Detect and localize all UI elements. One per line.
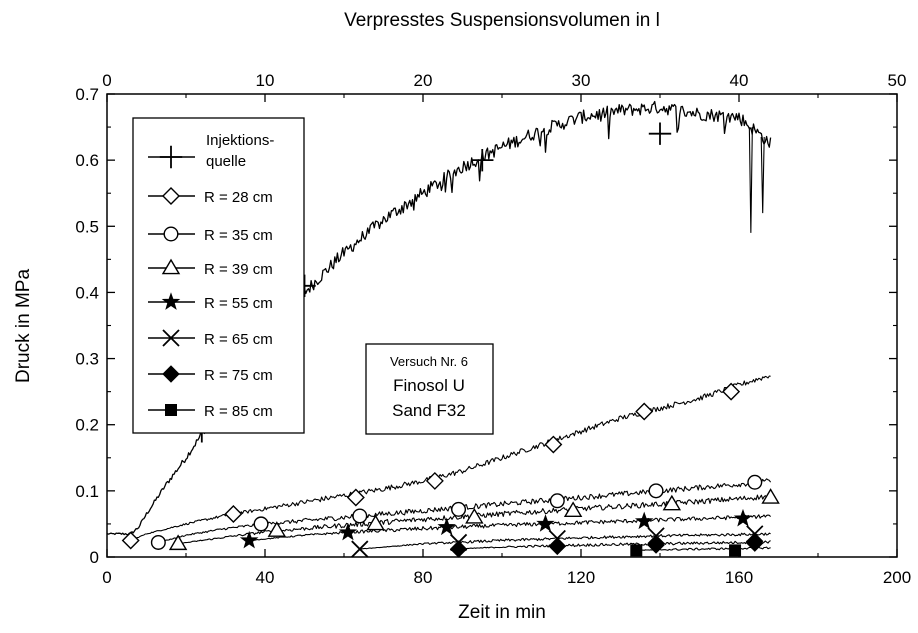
diamond-marker xyxy=(224,505,243,523)
annotation-line-3: Sand F32 xyxy=(392,401,466,420)
y-tick-label: 0.3 xyxy=(75,350,99,369)
filled-diamond-marker xyxy=(162,365,180,383)
star-marker xyxy=(634,511,654,530)
plus-marker xyxy=(648,122,672,145)
triangle-marker xyxy=(761,488,780,504)
series-line-4 xyxy=(249,514,771,541)
annotation: Versuch Nr. 6 Finosol U Sand F32 xyxy=(365,343,494,435)
y-tick-label: 0.1 xyxy=(75,482,99,501)
y-tick-label: 0.7 xyxy=(75,85,99,104)
series-line-6 xyxy=(454,540,771,550)
triangle-marker xyxy=(161,258,181,275)
filled-diamond-marker xyxy=(449,540,468,558)
x-tick-label: 0 xyxy=(102,568,111,587)
x-marker xyxy=(162,329,180,347)
star-marker xyxy=(161,292,181,310)
diamond-marker xyxy=(544,435,563,454)
top-tick-label: 20 xyxy=(414,71,433,90)
legend: R = 28 cm R = 35 cm R = 39 cm R = 55 cm R = … xyxy=(132,117,305,434)
diamond-marker xyxy=(722,382,741,401)
legend-label-injektions-line1: Injektions- xyxy=(206,132,274,149)
star-marker xyxy=(239,530,259,549)
legend-label: R = 75 cm xyxy=(204,367,273,384)
triangle-marker xyxy=(563,501,583,517)
y-tick-label: 0 xyxy=(90,548,99,567)
x-tick-label: 40 xyxy=(256,568,275,587)
triangle-marker xyxy=(662,494,682,511)
legend-label: R = 65 cm xyxy=(204,331,273,348)
filled-diamond-marker xyxy=(647,536,665,554)
diamond-marker xyxy=(162,187,180,205)
y-tick-label: 0.5 xyxy=(75,217,99,236)
filled-square-marker xyxy=(630,544,643,557)
annotation-box xyxy=(365,343,494,435)
legend-box xyxy=(132,117,305,434)
triangle-marker xyxy=(465,507,484,524)
x-tick-label: 160 xyxy=(725,568,753,587)
circle-marker xyxy=(451,501,467,517)
x-tick-label: 120 xyxy=(567,568,595,587)
annotation-line-1: Versuch Nr. 6 xyxy=(390,354,468,369)
circle-marker xyxy=(150,534,166,550)
top-tick-label: 30 xyxy=(572,71,591,90)
x-tick-label: 200 xyxy=(883,568,911,587)
legend-label: R = 35 cm xyxy=(204,227,273,244)
series-line-spike xyxy=(748,127,753,233)
star-marker xyxy=(437,517,456,536)
filled-square-marker xyxy=(729,544,742,557)
y-tick-label: 0.6 xyxy=(75,151,99,170)
circle-marker xyxy=(747,474,763,490)
circle-marker xyxy=(253,516,269,532)
series-line-5 xyxy=(359,532,771,550)
x-marker xyxy=(351,540,369,558)
annotation-line-2: Finosol U xyxy=(393,376,465,395)
legend-label: R = 55 cm xyxy=(204,295,273,312)
top-axis-title: Verpresstes Suspensionsvolumen in l xyxy=(344,10,660,31)
legend-items: R = 28 cm R = 35 cm R = 39 cm R = 55 cm R = … xyxy=(148,145,273,420)
legend-label: R = 28 cm xyxy=(204,189,273,206)
y-tick-label: 0.4 xyxy=(75,283,99,302)
star-marker xyxy=(536,514,555,532)
circle-marker xyxy=(163,226,179,242)
legend-label-injektions-part2: quelle xyxy=(206,153,246,170)
legend-label-injektions-line2: quelle xyxy=(206,153,246,170)
star-marker xyxy=(338,522,358,541)
top-tick-label: 10 xyxy=(256,71,275,90)
x-marker xyxy=(746,525,764,543)
legend-label: R = 39 cm xyxy=(204,261,273,278)
x-marker xyxy=(647,527,665,545)
series-line-spike xyxy=(760,136,765,214)
filled-square-marker xyxy=(165,404,177,416)
diamond-marker xyxy=(121,531,140,550)
top-tick-label: 0 xyxy=(102,71,111,90)
x-tick-label: 80 xyxy=(414,568,433,587)
filled-diamond-marker xyxy=(746,534,764,552)
star-marker xyxy=(733,508,753,527)
circle-marker xyxy=(352,508,368,524)
top-tick-label: 50 xyxy=(888,71,907,90)
legend-label: R = 85 cm xyxy=(204,403,273,420)
triangle-marker xyxy=(366,514,385,531)
plus-marker xyxy=(471,148,494,172)
diamond-marker xyxy=(635,402,654,421)
series-markers xyxy=(121,122,780,558)
circle-marker xyxy=(648,483,664,499)
filled-diamond-marker xyxy=(548,537,567,556)
triangle-marker xyxy=(267,521,287,537)
triangle-marker xyxy=(168,534,188,551)
diamond-marker xyxy=(346,488,365,507)
legend-label-injektions-part1: Injektions- xyxy=(206,132,274,149)
diamond-marker xyxy=(425,471,444,490)
y-tick-label: 0.2 xyxy=(75,416,99,435)
top-tick-label: 40 xyxy=(730,71,749,90)
plus-marker xyxy=(159,145,183,169)
circle-marker xyxy=(549,493,565,509)
y-axis-title: Druck in MPa xyxy=(13,269,34,383)
x-axis-title: Zeit in min xyxy=(458,602,546,623)
